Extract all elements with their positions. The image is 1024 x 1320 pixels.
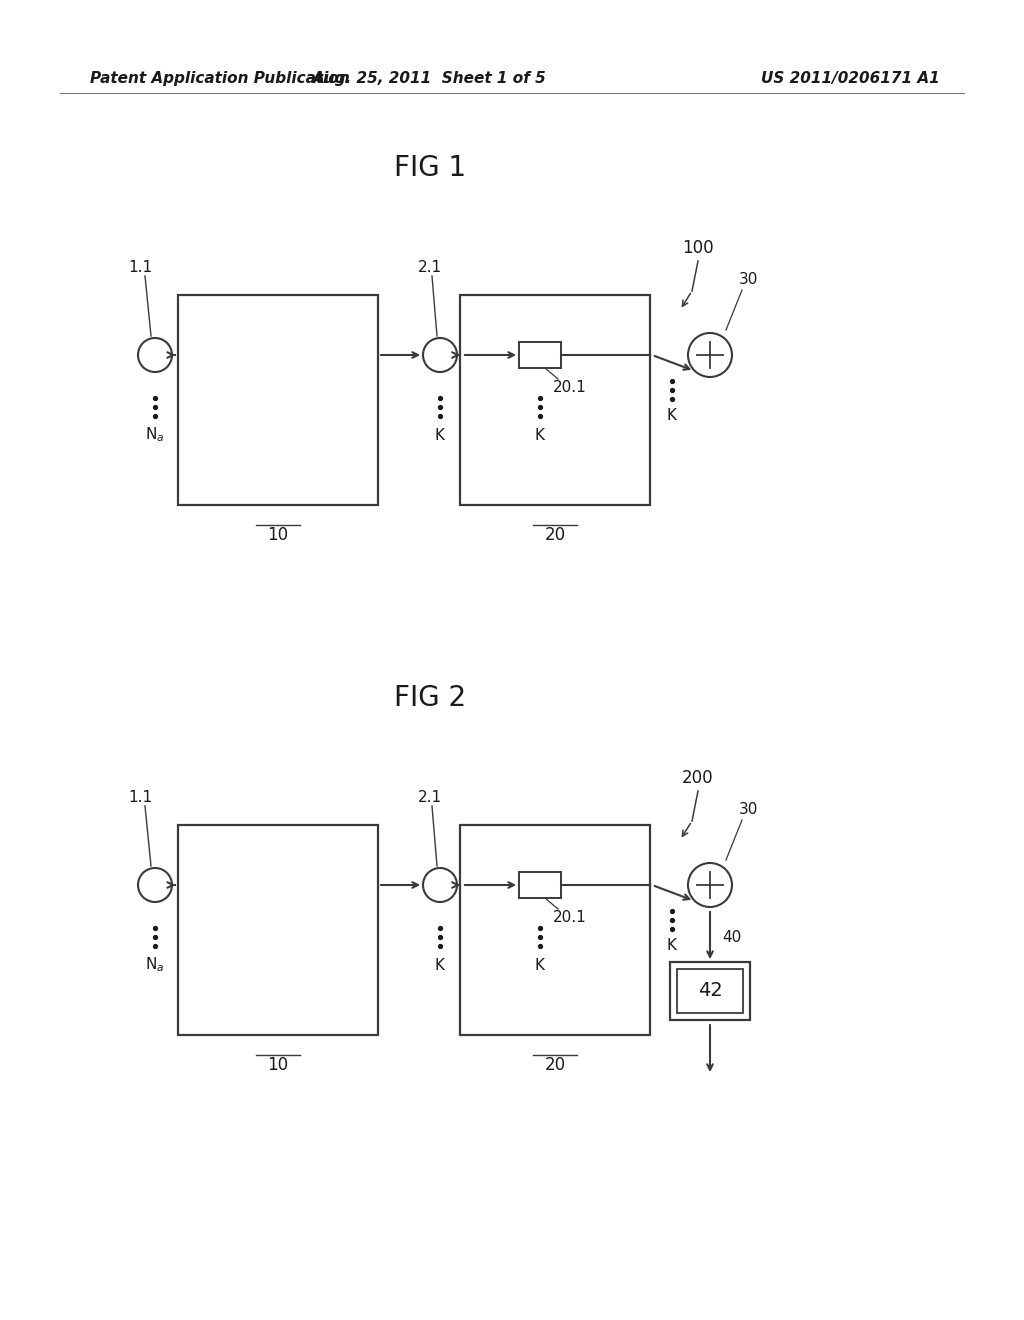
Text: K: K xyxy=(435,428,445,442)
Bar xyxy=(460,825,650,1035)
Bar xyxy=(519,342,561,368)
Bar xyxy=(460,294,650,506)
Text: 10: 10 xyxy=(267,525,289,544)
Bar xyxy=(178,825,378,1035)
Text: K: K xyxy=(667,408,677,422)
Text: 100: 100 xyxy=(682,239,714,257)
Text: US 2011/0206171 A1: US 2011/0206171 A1 xyxy=(761,70,940,86)
Text: N$_a$: N$_a$ xyxy=(145,425,165,445)
Text: 20: 20 xyxy=(545,525,565,544)
Bar xyxy=(519,873,561,898)
Text: K: K xyxy=(667,937,677,953)
Text: 42: 42 xyxy=(697,982,722,1001)
Text: 20: 20 xyxy=(545,1056,565,1074)
Bar xyxy=(670,962,750,1020)
Text: 30: 30 xyxy=(738,272,758,288)
Text: 1.1: 1.1 xyxy=(128,789,152,804)
Text: FIG 2: FIG 2 xyxy=(394,684,466,711)
Text: N$_a$: N$_a$ xyxy=(145,956,165,974)
Text: Patent Application Publication: Patent Application Publication xyxy=(90,70,350,86)
Text: 20.1: 20.1 xyxy=(553,909,587,924)
Text: K: K xyxy=(435,957,445,973)
Text: 40: 40 xyxy=(722,929,741,945)
Text: Aug. 25, 2011  Sheet 1 of 5: Aug. 25, 2011 Sheet 1 of 5 xyxy=(313,70,547,86)
Text: 200: 200 xyxy=(682,770,714,787)
Text: FIG 1: FIG 1 xyxy=(394,154,466,182)
Text: 20.1: 20.1 xyxy=(553,380,587,395)
Bar xyxy=(677,969,743,1012)
Bar xyxy=(178,294,378,506)
Text: K: K xyxy=(535,428,545,442)
Text: 2.1: 2.1 xyxy=(418,260,442,275)
Text: K: K xyxy=(535,957,545,973)
Text: 30: 30 xyxy=(738,803,758,817)
Text: 2.1: 2.1 xyxy=(418,789,442,804)
Text: 1.1: 1.1 xyxy=(128,260,152,275)
Text: 10: 10 xyxy=(267,1056,289,1074)
